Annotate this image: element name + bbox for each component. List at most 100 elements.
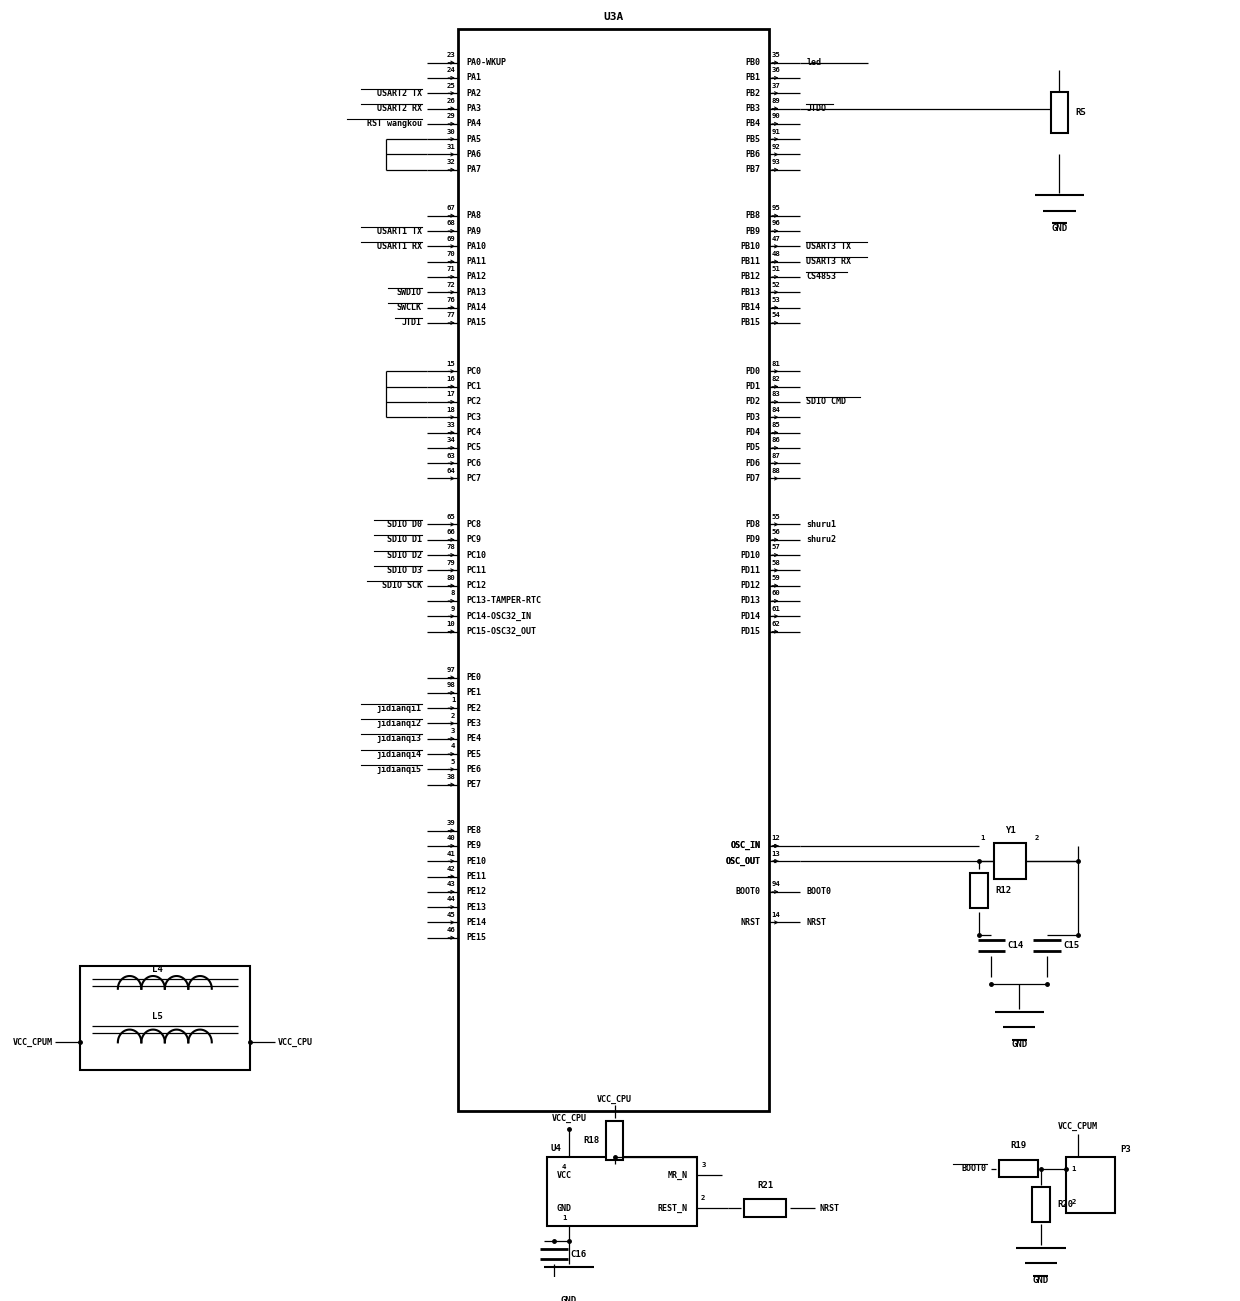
Text: 23: 23: [446, 52, 455, 59]
Text: jidianqi5: jidianqi5: [377, 765, 422, 774]
Text: PA9: PA9: [466, 226, 481, 235]
Text: PE4: PE4: [466, 734, 481, 743]
Text: PE8: PE8: [466, 826, 481, 835]
Text: PB15: PB15: [740, 319, 760, 328]
Text: PA8: PA8: [466, 211, 481, 220]
Text: 43: 43: [446, 881, 455, 887]
Text: jidianqi4: jidianqi4: [377, 749, 422, 758]
Text: 40: 40: [446, 835, 455, 842]
Text: GND: GND: [560, 1296, 577, 1301]
Text: PD13: PD13: [740, 596, 760, 605]
Text: 97: 97: [446, 667, 455, 673]
Text: PA1: PA1: [466, 73, 481, 82]
Text: NRST: NRST: [820, 1203, 839, 1213]
Text: OSC_IN: OSC_IN: [730, 842, 760, 851]
Text: 29: 29: [446, 113, 455, 120]
Text: 9: 9: [451, 606, 455, 611]
Text: PC4: PC4: [466, 428, 481, 437]
Text: 85: 85: [771, 422, 780, 428]
Text: 68: 68: [446, 220, 455, 226]
Text: C14: C14: [1008, 941, 1024, 950]
Text: 86: 86: [771, 437, 780, 444]
Text: PA15: PA15: [466, 319, 486, 328]
Text: 76: 76: [446, 297, 455, 303]
Text: PB8: PB8: [745, 211, 760, 220]
Text: 95: 95: [771, 206, 780, 211]
Text: PC12: PC12: [466, 582, 486, 591]
Text: 4: 4: [562, 1164, 567, 1171]
Text: PB3: PB3: [745, 104, 760, 113]
Text: OSC_OUT: OSC_OUT: [725, 856, 760, 865]
Text: 94: 94: [771, 881, 780, 887]
Text: 46: 46: [446, 928, 455, 933]
Text: MR_N: MR_N: [667, 1171, 687, 1180]
Text: PD10: PD10: [740, 550, 760, 559]
Text: 1: 1: [562, 1215, 567, 1222]
Text: 88: 88: [771, 468, 780, 474]
Text: PA2: PA2: [466, 88, 481, 98]
Text: PB10: PB10: [740, 242, 760, 251]
Text: VCC_CPU: VCC_CPU: [278, 1038, 312, 1047]
Text: R20: R20: [1056, 1200, 1073, 1209]
Text: SDIO D3: SDIO D3: [387, 566, 422, 575]
Text: 51: 51: [771, 267, 780, 272]
Text: JTDO: JTDO: [806, 104, 826, 113]
Text: 38: 38: [446, 774, 455, 781]
Text: PE0: PE0: [466, 673, 481, 682]
Text: GND: GND: [557, 1203, 572, 1213]
Text: 32: 32: [446, 159, 455, 165]
Text: jidianqi2: jidianqi2: [377, 719, 422, 729]
Text: 8: 8: [451, 591, 455, 596]
Text: OSC_IN: OSC_IN: [730, 842, 760, 851]
Text: PD6: PD6: [745, 459, 760, 467]
Text: PB11: PB11: [740, 258, 760, 267]
Text: PE3: PE3: [466, 719, 481, 729]
Text: PE10: PE10: [466, 856, 486, 865]
Text: PD11: PD11: [740, 566, 760, 575]
Text: PA11: PA11: [466, 258, 486, 267]
Text: 1: 1: [451, 697, 455, 704]
Text: 41: 41: [446, 851, 455, 856]
Text: 81: 81: [771, 360, 780, 367]
Text: 54: 54: [771, 312, 780, 319]
Text: 5: 5: [451, 758, 455, 765]
Text: USART1 RX: USART1 RX: [377, 242, 422, 251]
Text: U3A: U3A: [603, 12, 624, 22]
Text: PA5: PA5: [466, 135, 481, 143]
Text: JTDI: JTDI: [402, 319, 422, 328]
Text: 2: 2: [701, 1196, 706, 1201]
Text: 3: 3: [701, 1162, 706, 1168]
Bar: [1032, 1187, 1049, 1222]
Text: 65: 65: [446, 514, 455, 520]
Text: 24: 24: [446, 68, 455, 73]
Text: 58: 58: [771, 559, 780, 566]
Text: PE6: PE6: [466, 765, 481, 774]
Text: PD14: PD14: [740, 611, 760, 621]
Text: PB4: PB4: [745, 120, 760, 129]
Text: PA0-WKUP: PA0-WKUP: [466, 59, 506, 68]
Text: PB6: PB6: [745, 150, 760, 159]
Text: L5: L5: [153, 1012, 164, 1021]
Text: SDIO CMD: SDIO CMD: [806, 398, 846, 406]
Text: PA3: PA3: [466, 104, 481, 113]
Text: 62: 62: [771, 621, 780, 627]
Text: 25: 25: [446, 82, 455, 88]
Text: shuru2: shuru2: [806, 535, 836, 544]
Text: USART2 TX: USART2 TX: [377, 88, 422, 98]
Text: PD12: PD12: [740, 582, 760, 591]
Text: P3: P3: [1120, 1145, 1131, 1154]
Text: R19: R19: [1011, 1141, 1027, 1150]
Text: C16: C16: [570, 1250, 587, 1258]
Text: 82: 82: [771, 376, 780, 382]
Text: PC0: PC0: [466, 367, 481, 376]
Text: USART1 TX: USART1 TX: [377, 226, 422, 235]
Text: PC5: PC5: [466, 444, 481, 453]
Text: BOOT0: BOOT0: [961, 1164, 987, 1174]
Text: PE15: PE15: [466, 933, 486, 942]
Bar: [1050, 92, 1068, 133]
Text: 37: 37: [771, 82, 780, 88]
Text: PD5: PD5: [745, 444, 760, 453]
Text: PE13: PE13: [466, 903, 486, 912]
Text: SDIO D0: SDIO D0: [387, 520, 422, 530]
Text: PE2: PE2: [466, 704, 481, 713]
